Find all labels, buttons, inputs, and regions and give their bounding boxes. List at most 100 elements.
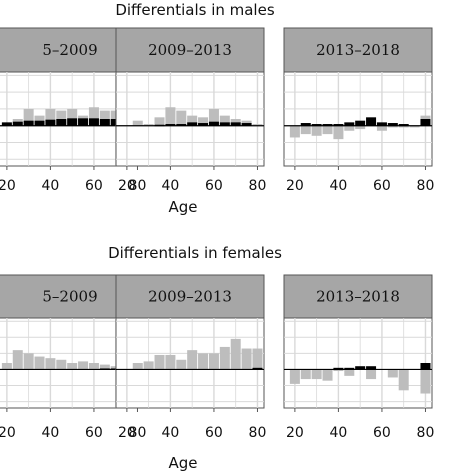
highlight-bar [366, 117, 377, 126]
highlight-bar [322, 124, 333, 126]
highlight-bar [387, 123, 398, 126]
bar [376, 125, 387, 131]
x-tick-label: 60 [205, 178, 223, 194]
bar [355, 125, 366, 130]
x-tick-label: 60 [373, 425, 391, 441]
bar [387, 125, 398, 128]
x-tick-label: 60 [373, 178, 391, 194]
chart-title: Differentials in males [115, 1, 274, 19]
plot-area [283, 71, 433, 167]
bar [311, 369, 322, 380]
bar [56, 359, 67, 370]
facet-strip-label: 2009–2013 [148, 288, 232, 306]
bar [88, 363, 99, 370]
highlight-bar [300, 123, 311, 126]
facet-strip [283, 274, 433, 319]
highlight-bar [333, 124, 344, 126]
bar [252, 348, 263, 370]
highlight-bar [56, 119, 67, 126]
bar [99, 364, 110, 370]
bar [420, 369, 431, 394]
bar [187, 350, 198, 370]
x-tick-label: 20 [0, 425, 16, 441]
bar [198, 117, 209, 126]
x-tick-label: 20 [286, 178, 304, 194]
facet-strip-label: 5–2009 [42, 41, 97, 59]
highlight-bar [398, 124, 409, 126]
facet-panel: 2009–2013 20 40 60 80 [115, 274, 267, 441]
bar [344, 125, 355, 131]
highlight-bar [420, 119, 431, 126]
facet-panel: 2013–2018 20 40 60 80 [283, 274, 435, 441]
bar [300, 125, 311, 135]
highlight-bar [23, 120, 34, 126]
highlight-bar [88, 118, 99, 126]
bar [67, 108, 78, 126]
bar [45, 358, 56, 370]
bar [300, 369, 311, 380]
bar [132, 363, 143, 370]
bar [67, 363, 78, 370]
highlight-bar [355, 120, 366, 126]
highlight-bar [176, 124, 187, 126]
highlight-bar [34, 120, 45, 126]
x-tick-label: 80 [417, 178, 435, 194]
x-tick-label: 20 [118, 178, 136, 194]
highlight-bar [355, 366, 366, 370]
bar [398, 125, 409, 128]
x-axis-label: Age [168, 198, 197, 216]
bar [12, 350, 23, 370]
highlight-bar [344, 367, 355, 370]
bar [333, 125, 344, 140]
bar [311, 125, 322, 136]
bar [1, 363, 12, 370]
bar [165, 107, 176, 126]
plot-area [283, 317, 433, 409]
bar [143, 361, 154, 370]
highlight-bar [208, 121, 219, 126]
bar [176, 110, 187, 126]
bar [252, 124, 263, 126]
x-tick-label: 60 [205, 425, 223, 441]
bar [289, 125, 300, 138]
bar [88, 107, 99, 126]
x-tick-label: 20 [118, 425, 136, 441]
bar [132, 120, 143, 126]
facet-strip [115, 27, 265, 73]
x-tick-label: 60 [85, 425, 103, 441]
highlight-bar [187, 122, 198, 126]
bar [154, 117, 165, 126]
highlight-bar [241, 123, 252, 126]
bar [344, 369, 355, 376]
x-tick-label: 80 [417, 425, 435, 441]
highlight-bar [198, 123, 209, 126]
facet-panel: 2013–2018 20 40 60 80 [283, 27, 435, 194]
facet-strip [283, 27, 433, 73]
x-tick-label: 80 [249, 178, 267, 194]
bar [219, 346, 230, 370]
x-tick-label: 40 [161, 178, 179, 194]
highlight-bar [99, 119, 110, 126]
bar [34, 356, 45, 370]
x-tick-label: 40 [41, 178, 59, 194]
highlight-bar [230, 122, 241, 126]
bar [143, 124, 154, 126]
bar [387, 369, 398, 378]
x-tick-label: 40 [329, 178, 347, 194]
facet-strip-label: 2013–2018 [316, 41, 400, 59]
x-tick-label: 80 [249, 425, 267, 441]
highlight-bar [45, 119, 56, 126]
bar [230, 338, 241, 370]
highlight-bar [252, 367, 263, 370]
bar [322, 369, 333, 381]
x-tick-label: 40 [161, 425, 179, 441]
highlight-bar [344, 122, 355, 126]
bar [165, 354, 176, 370]
highlight-bar [311, 124, 322, 126]
bar [208, 108, 219, 126]
highlight-bar [165, 124, 176, 126]
bar [45, 108, 56, 126]
bar [333, 369, 344, 372]
